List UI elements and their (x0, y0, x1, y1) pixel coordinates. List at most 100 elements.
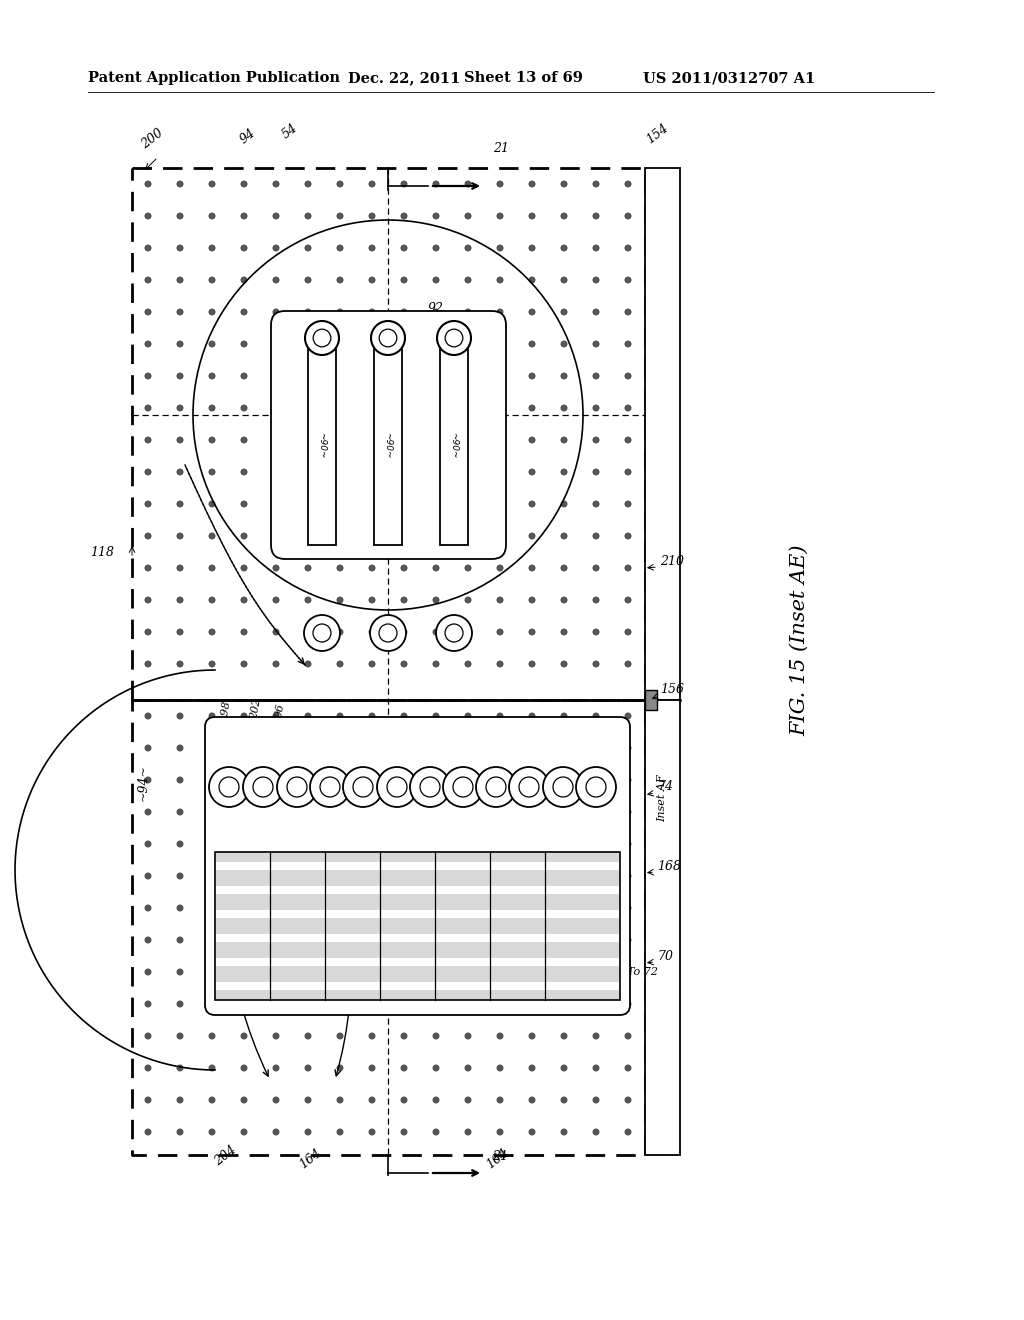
Circle shape (626, 1129, 631, 1135)
Circle shape (177, 502, 183, 507)
Circle shape (273, 374, 279, 379)
Circle shape (145, 630, 151, 635)
Circle shape (242, 309, 247, 314)
Circle shape (436, 615, 472, 651)
Circle shape (177, 214, 183, 219)
Circle shape (529, 597, 535, 603)
Circle shape (465, 214, 471, 219)
Circle shape (177, 246, 183, 251)
Circle shape (177, 661, 183, 667)
Circle shape (667, 841, 672, 847)
FancyBboxPatch shape (271, 312, 506, 558)
Circle shape (401, 469, 407, 475)
Text: 74: 74 (657, 780, 673, 793)
Circle shape (667, 777, 672, 783)
Circle shape (498, 1065, 503, 1071)
Circle shape (667, 1129, 672, 1135)
Bar (374, 338, 402, 545)
Circle shape (626, 969, 631, 974)
Circle shape (529, 661, 535, 667)
Circle shape (145, 374, 151, 379)
Circle shape (177, 906, 183, 911)
Circle shape (626, 469, 631, 475)
Circle shape (667, 502, 672, 507)
Circle shape (177, 341, 183, 347)
Circle shape (209, 661, 215, 667)
Circle shape (370, 405, 375, 411)
Circle shape (626, 1065, 631, 1071)
Circle shape (401, 661, 407, 667)
Circle shape (401, 502, 407, 507)
Circle shape (498, 713, 503, 719)
Text: 70: 70 (657, 950, 673, 964)
Text: 204: 204 (212, 1143, 239, 1168)
Bar (645, 690, 657, 710)
Circle shape (561, 1129, 567, 1135)
Circle shape (626, 341, 631, 347)
Circle shape (465, 533, 471, 539)
Circle shape (209, 341, 215, 347)
Bar (215, 851, 620, 1001)
Circle shape (561, 277, 567, 282)
Circle shape (465, 1097, 471, 1102)
Circle shape (305, 1129, 311, 1135)
Circle shape (433, 1097, 439, 1102)
Circle shape (498, 630, 503, 635)
Circle shape (242, 1097, 247, 1102)
Circle shape (209, 309, 215, 314)
Text: 96: 96 (273, 702, 286, 718)
Circle shape (145, 1129, 151, 1135)
Circle shape (305, 214, 311, 219)
Circle shape (177, 969, 183, 974)
Circle shape (337, 214, 343, 219)
Circle shape (278, 767, 317, 807)
Circle shape (209, 214, 215, 219)
Circle shape (593, 1034, 599, 1039)
Circle shape (242, 661, 247, 667)
Circle shape (626, 246, 631, 251)
Circle shape (465, 437, 471, 442)
Circle shape (305, 1034, 311, 1039)
Circle shape (529, 181, 535, 187)
Circle shape (209, 1065, 215, 1071)
Circle shape (561, 1097, 567, 1102)
Circle shape (626, 1034, 631, 1039)
Circle shape (177, 437, 183, 442)
Circle shape (626, 661, 631, 667)
Text: Sheet 13 of 69: Sheet 13 of 69 (464, 71, 583, 84)
Circle shape (626, 597, 631, 603)
Circle shape (433, 469, 439, 475)
Circle shape (177, 181, 183, 187)
Circle shape (273, 309, 279, 314)
Circle shape (593, 533, 599, 539)
Circle shape (593, 713, 599, 719)
Circle shape (529, 246, 535, 251)
Circle shape (209, 1034, 215, 1039)
Circle shape (305, 374, 311, 379)
Text: 21: 21 (493, 143, 509, 154)
Circle shape (529, 469, 535, 475)
Text: 202: 202 (249, 697, 263, 719)
Circle shape (433, 533, 439, 539)
Circle shape (273, 713, 279, 719)
Circle shape (626, 277, 631, 282)
Circle shape (145, 437, 151, 442)
Circle shape (561, 469, 567, 475)
Circle shape (593, 181, 599, 187)
Circle shape (433, 181, 439, 187)
Circle shape (529, 533, 535, 539)
Circle shape (433, 405, 439, 411)
FancyBboxPatch shape (205, 717, 630, 1015)
Circle shape (305, 533, 311, 539)
Text: Dec. 22, 2011: Dec. 22, 2011 (348, 71, 461, 84)
Circle shape (209, 1097, 215, 1102)
Bar (645, 700, 680, 1155)
Circle shape (145, 405, 151, 411)
Circle shape (561, 597, 567, 603)
Circle shape (465, 277, 471, 282)
Circle shape (177, 533, 183, 539)
Circle shape (433, 1034, 439, 1039)
Circle shape (401, 246, 407, 251)
Circle shape (273, 1034, 279, 1039)
Circle shape (209, 437, 215, 442)
